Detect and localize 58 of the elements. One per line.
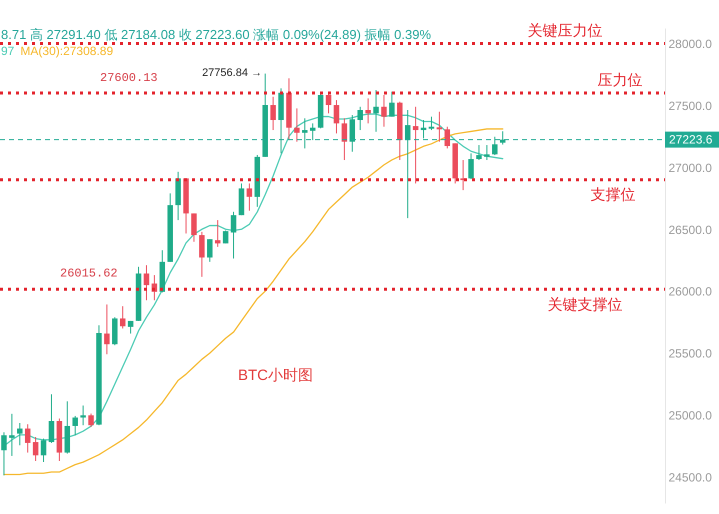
- ref-line-label: 压力位: [598, 72, 642, 90]
- candlestick: [444, 126, 450, 149]
- annotation: 27600.13: [100, 71, 158, 86]
- candlestick: [342, 118, 348, 161]
- candlestick: [80, 405, 86, 426]
- annotation: 26015.62: [60, 266, 118, 280]
- ref-line-label: 关键支撑位: [548, 296, 622, 314]
- ref-line-label: 27223.6: [669, 132, 713, 147]
- y-tick-label: 24500.0: [668, 470, 712, 484]
- y-tick-label: 25500.0: [668, 346, 712, 361]
- y-tick-label: 27500.0: [668, 98, 712, 113]
- candlestick: [334, 100, 340, 134]
- candlestick: [381, 94, 387, 128]
- candlestick: [222, 230, 228, 244]
- text: MA(30):27308.89: [20, 44, 114, 58]
- y-tick-label: 26500.0: [668, 222, 712, 237]
- candlestick: [246, 182, 252, 212]
- candlestick: [270, 96, 276, 131]
- candlestick: [17, 422, 23, 446]
- candlestick: [428, 116, 434, 131]
- candlestick: [326, 92, 332, 114]
- candlestick: [72, 415, 78, 436]
- ref-line-label: 关键压力位: [528, 22, 602, 40]
- candlestick: [40, 438, 46, 463]
- candlestick: [357, 106, 363, 131]
- candlestick: [214, 220, 220, 248]
- candlestick: [144, 264, 150, 301]
- text: 97: [1, 44, 15, 58]
- candlestick: [436, 111, 442, 142]
- annotation: 27756.84 →: [202, 67, 262, 79]
- candlestick: [484, 144, 490, 161]
- candlestick: [207, 238, 213, 262]
- candlestick: [294, 108, 300, 142]
- candlestick: [32, 436, 38, 462]
- candlestick: [24, 424, 30, 454]
- candlestick: [365, 98, 371, 124]
- candlestick: [199, 231, 205, 278]
- candlestick: [230, 211, 236, 259]
- candlestick: [104, 304, 110, 355]
- candlestick: [476, 144, 482, 161]
- y-tick-label: 26000.0: [668, 284, 712, 299]
- candlestick: [128, 320, 134, 334]
- y-tick-label: 25000.0: [668, 408, 712, 423]
- chart-title: 8.71 高 27291.40 低 27184.08 收 27223.60 涨幅 0.09%(24.89) 振幅 0.39%: [1, 27, 432, 42]
- candlestick: [468, 152, 474, 180]
- candlestick: [88, 413, 94, 428]
- candlestick: [373, 90, 379, 132]
- annotation: BTC小时图: [238, 367, 313, 384]
- y-tick-label: 27000.0: [668, 160, 712, 175]
- candlestick: [412, 106, 418, 184]
- candlestick: [191, 212, 197, 242]
- ref-line-label: 支撑位: [590, 186, 636, 204]
- y-tick-label: 28000.0: [668, 36, 712, 51]
- candlestick: [9, 413, 15, 456]
- candlestick: [48, 394, 54, 444]
- candlestick: [1, 432, 7, 476]
- candlestick: [120, 306, 126, 329]
- candlestick: [389, 91, 395, 118]
